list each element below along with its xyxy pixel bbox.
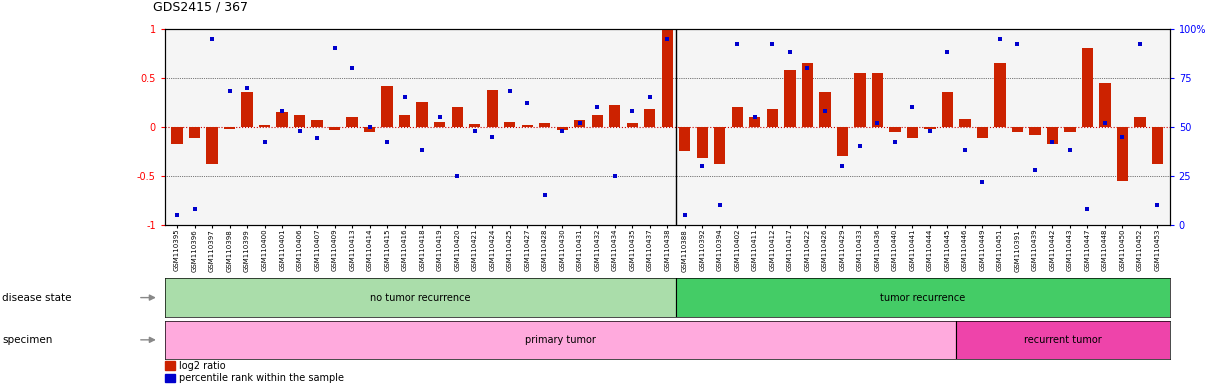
Bar [433,122,446,127]
Bar [294,115,305,127]
Bar [924,127,935,129]
Bar [416,102,427,127]
Bar [1082,48,1093,127]
Bar [994,63,1006,127]
Bar [189,127,200,139]
Bar [165,321,956,359]
Bar [171,127,183,144]
Text: specimen: specimen [2,335,53,345]
Bar [399,115,410,127]
Bar [469,124,480,127]
Text: primary tumor: primary tumor [525,335,596,345]
Bar [819,93,830,127]
Bar [381,86,393,127]
Bar [364,127,375,132]
Bar [504,122,515,127]
Bar [1012,127,1023,132]
Bar [977,127,988,139]
Bar [1099,83,1111,127]
Bar [206,127,217,164]
Text: disease state: disease state [2,293,72,303]
Bar [956,321,1170,359]
Text: percentile rank within the sample: percentile rank within the sample [179,373,344,383]
Bar [276,112,288,127]
Bar [1046,127,1059,144]
Bar [855,73,866,127]
Bar [311,120,322,127]
Bar [960,119,971,127]
Bar [676,278,1170,317]
Bar [1065,127,1076,132]
Bar [767,109,778,127]
Bar [242,93,253,127]
Bar [941,93,954,127]
Bar [1117,127,1128,180]
Bar [697,127,708,158]
Bar [626,123,637,127]
Bar [662,29,673,127]
Bar [645,109,656,127]
Bar [750,117,761,127]
Bar [802,63,813,127]
Bar [452,107,463,127]
Bar [907,127,918,139]
Text: tumor recurrence: tumor recurrence [880,293,966,303]
Bar [486,89,498,127]
Bar [889,127,901,132]
Bar [521,125,532,127]
Bar [714,127,725,164]
Bar [609,105,620,127]
Bar [259,125,270,127]
Text: recurrent tumor: recurrent tumor [1024,335,1101,345]
Bar [538,123,551,127]
Bar [165,278,676,317]
Bar [731,107,744,127]
Bar [679,127,690,151]
Bar [347,117,358,127]
Text: no tumor recurrence: no tumor recurrence [370,293,470,303]
Bar [223,127,236,129]
Bar [1151,127,1164,164]
Bar [1029,127,1040,134]
Text: log2 ratio: log2 ratio [179,361,226,371]
Bar [591,115,603,127]
Bar [557,127,568,130]
Bar [836,127,849,156]
Text: GDS2415 / 367: GDS2415 / 367 [153,0,248,13]
Bar [1134,117,1145,127]
Bar [328,127,341,130]
Bar [872,73,883,127]
Bar [784,70,796,127]
Bar [574,120,585,127]
